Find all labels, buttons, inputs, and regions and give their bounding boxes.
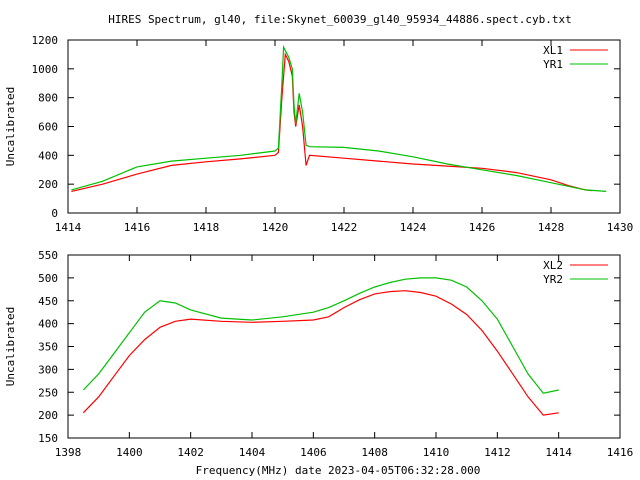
- x-tick-label: 1402: [177, 446, 204, 459]
- series-line-xl2: [82, 290, 559, 416]
- x-tick-label: 1410: [423, 446, 450, 459]
- legend-label: XL2: [543, 259, 563, 272]
- x-tick-label: 1408: [361, 446, 388, 459]
- y-tick-label: 800: [38, 92, 58, 105]
- legend-label: YR2: [543, 273, 563, 286]
- x-tick-label: 1400: [116, 446, 143, 459]
- chart-title: HIRES Spectrum, gl40, file:Skynet_60039_…: [108, 13, 572, 26]
- x-tick-label: 1404: [239, 446, 266, 459]
- legend-label: XL1: [543, 44, 563, 57]
- y-tick-label: 350: [38, 341, 58, 354]
- y-tick-label: 400: [38, 149, 58, 162]
- x-tick-label: 1428: [538, 221, 565, 234]
- x-tick-label: 1430: [607, 221, 634, 234]
- x-tick-label: 1420: [262, 221, 289, 234]
- series-line-xl1: [71, 52, 593, 192]
- series-line-yr1: [71, 44, 607, 192]
- y-tick-label: 1200: [32, 34, 59, 47]
- y-tick-label: 600: [38, 121, 58, 134]
- y-tick-label: 300: [38, 363, 58, 376]
- y-tick-label: 150: [38, 432, 58, 445]
- y-axis-label: Uncalibrated: [4, 87, 17, 166]
- x-tick-label: 1422: [331, 221, 358, 234]
- y-tick-label: 500: [38, 272, 58, 285]
- legend-label: YR1: [543, 58, 563, 71]
- x-tick-label: 1414: [545, 446, 572, 459]
- y-tick-label: 200: [38, 409, 58, 422]
- plot-frame: [67, 254, 621, 439]
- series-line-yr2: [82, 277, 559, 394]
- y-tick-label: 550: [38, 249, 58, 262]
- y-tick-label: 250: [38, 386, 58, 399]
- x-tick-label: 1406: [300, 446, 327, 459]
- x-tick-label: 1416: [124, 221, 151, 234]
- x-tick-label: 1414: [55, 221, 82, 234]
- x-tick-label: 1418: [193, 221, 220, 234]
- x-tick-label: 1398: [55, 446, 82, 459]
- x-axis-label: Frequency(MHz) date 2023-04-05T06:32:28.…: [196, 464, 481, 477]
- panel-1: 1414 1416 1418 1420 1422 1424 1426 1428 1430 0 200…: [4, 34, 633, 234]
- y-tick-label: 0: [51, 207, 58, 220]
- x-tick-label: 1416: [607, 446, 634, 459]
- y-axis-label: Uncalibrated: [4, 307, 17, 386]
- x-tick-label: 1426: [469, 221, 496, 234]
- panel-2: 1398 1400 1402 1404 1406 1408 1410 1412 1414 1416…: [4, 249, 633, 459]
- plot-frame: [67, 39, 621, 214]
- x-tick-label: 1424: [400, 221, 427, 234]
- y-tick-label: 400: [38, 318, 58, 331]
- y-tick-label: 1000: [32, 63, 59, 76]
- y-tick-label: 200: [38, 178, 58, 191]
- y-tick-label: 450: [38, 295, 58, 308]
- x-tick-label: 1412: [484, 446, 511, 459]
